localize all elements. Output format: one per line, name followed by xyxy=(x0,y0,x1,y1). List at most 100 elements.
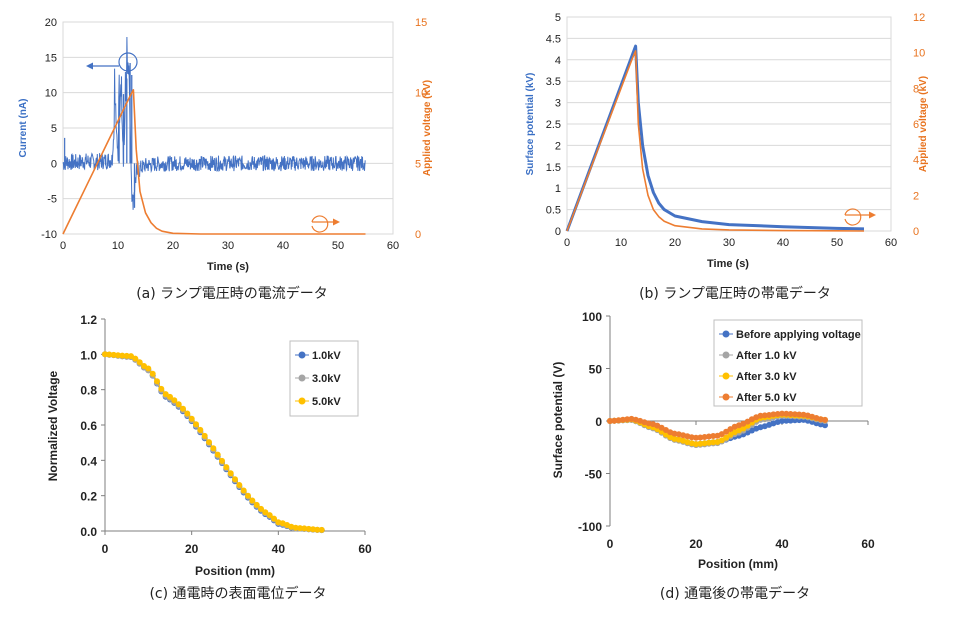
c-ytick-label: 0.6 xyxy=(80,419,97,433)
c-data-point xyxy=(266,512,273,519)
c-data-point xyxy=(106,351,113,358)
c-data-point xyxy=(158,385,165,392)
c-data-point xyxy=(110,351,117,358)
b-xtick-label: 60 xyxy=(885,237,897,249)
c-data-point xyxy=(145,365,152,372)
c-data-point xyxy=(249,497,256,504)
panel-d-caption: (d) 通電後の帯電データ xyxy=(660,585,810,602)
c-data-point xyxy=(201,432,208,439)
d-data-point xyxy=(740,425,747,432)
b-ytick-label: 2 xyxy=(555,140,561,152)
c-series-line xyxy=(104,353,322,531)
panel-b-xlabel: Time (s) xyxy=(707,258,749,270)
c-data-point xyxy=(206,439,212,446)
c-ytick-label: 1.2 xyxy=(80,313,97,327)
c-data-point xyxy=(154,378,160,385)
c-data-point xyxy=(219,457,225,464)
panel-a: -10 -5 0 5 10 15 20 0 5 10 15 0 10 20 30 40 50 60 Time (s… xyxy=(18,17,433,302)
d-data-point xyxy=(727,431,734,438)
a-ytick-label: 5 xyxy=(51,123,57,135)
b-y2tick-label: 4 xyxy=(913,155,919,167)
b-ytick-label: 4 xyxy=(555,55,561,67)
b-xtick-label: 50 xyxy=(831,237,843,249)
c-data-point xyxy=(271,515,277,522)
c-series-line xyxy=(104,353,322,531)
c-data-point xyxy=(258,505,264,512)
d-xtick-label: 20 xyxy=(689,537,703,551)
c-ytick-label: 0.0 xyxy=(80,525,97,539)
d-data-point xyxy=(723,428,730,435)
panel-c-xlabel: Position (mm) xyxy=(195,564,275,578)
a-xtick-label: 20 xyxy=(167,240,179,252)
c-legend-label: 3.0kV xyxy=(312,373,341,385)
panel-b-series xyxy=(565,44,865,232)
b-y2tick-label: 2 xyxy=(913,190,919,202)
b-xtick-label: 30 xyxy=(723,237,735,249)
panel-a-caption: (a) ランプ電圧時の電流データ xyxy=(136,285,328,302)
a-ytick-label: 10 xyxy=(45,88,57,100)
c-data-point xyxy=(197,426,204,433)
d-data-point xyxy=(774,411,781,417)
d-data-point xyxy=(822,416,828,423)
c-data-point xyxy=(262,509,269,516)
d-legend-label: After 1.0 kV xyxy=(736,350,797,362)
c-data-point xyxy=(193,421,199,428)
d-data-point xyxy=(770,411,777,418)
c-data-point xyxy=(149,370,156,377)
a-y2tick-label: 15 xyxy=(415,17,427,29)
c-xtick-label: 20 xyxy=(185,542,199,556)
panel-a-ticks: -10 -5 0 5 10 15 20 0 5 10 15 0 10 20 30 40 50 60 xyxy=(41,17,427,252)
b-xtick-label: 20 xyxy=(669,237,681,249)
panel-b-y2label: Applied voltage (kV) xyxy=(918,76,929,172)
c-data-point xyxy=(227,470,234,477)
d-legend-label: Before applying voltage xyxy=(736,329,861,341)
c-data-point xyxy=(115,352,121,359)
c-data-point xyxy=(132,355,139,362)
d-ytick-label: -50 xyxy=(585,468,603,482)
c-data-point xyxy=(102,351,108,358)
c-data-point xyxy=(171,397,178,404)
d-data-point xyxy=(757,412,764,419)
panel-c: 0.0 0.2 0.4 0.6 0.8 1.0 1.2 0 20 40 60 1.0kV 3.0kV 5… xyxy=(46,313,372,602)
b-ytick-label: 0.5 xyxy=(546,205,561,217)
panel-b-grid xyxy=(567,16,891,232)
c-data-point xyxy=(136,359,143,366)
d-data-point xyxy=(822,422,828,429)
d-xtick-label: 40 xyxy=(775,537,789,551)
c-data-point xyxy=(305,525,312,532)
a-xtick-label: 40 xyxy=(277,240,289,252)
d-data-point xyxy=(693,434,699,441)
b-ytick-label: 0 xyxy=(555,226,561,238)
b-y2tick-label: 0 xyxy=(913,226,919,238)
d-xtick-label: 0 xyxy=(607,537,614,551)
panel-a-annotation-arrow-left xyxy=(86,52,138,72)
a-ytick-label: 20 xyxy=(45,17,57,29)
panel-b-caption: (b) ランプ電圧時の帯電データ xyxy=(639,285,831,302)
c-series-line xyxy=(104,353,322,531)
d-data-point xyxy=(723,434,730,441)
c-data-point xyxy=(180,405,186,412)
c-data-point xyxy=(301,525,308,532)
c-data-point xyxy=(123,352,130,359)
d-ytick-label: 0 xyxy=(595,415,602,429)
a-ytick-label: 15 xyxy=(45,52,57,64)
c-xtick-label: 40 xyxy=(272,542,286,556)
b-y2tick-label: 6 xyxy=(913,119,919,131)
panel-d-legend: Before applying voltage After 1.0 kV After… xyxy=(713,319,863,407)
a-y2tick-label: 10 xyxy=(415,88,427,100)
panel-c-legend: 1.0kV 3.0kV 5.0kV xyxy=(289,340,359,417)
a-ytick-label: -5 xyxy=(47,194,57,206)
panel-c-ticks: 0.0 0.2 0.4 0.6 0.8 1.0 1.2 0 20 40 60 xyxy=(80,313,372,556)
b-ytick-label: 5 xyxy=(555,12,561,24)
b-ytick-label: 1 xyxy=(555,183,561,195)
a-series-line xyxy=(62,89,366,235)
c-data-point xyxy=(310,526,316,533)
b-y2tick-label: 8 xyxy=(913,83,919,95)
c-data-point xyxy=(214,451,221,458)
d-xtick-label: 60 xyxy=(861,537,875,551)
c-data-point xyxy=(223,464,230,471)
c-data-point xyxy=(245,492,251,499)
c-data-point xyxy=(232,476,238,483)
d-data-point xyxy=(693,441,699,448)
